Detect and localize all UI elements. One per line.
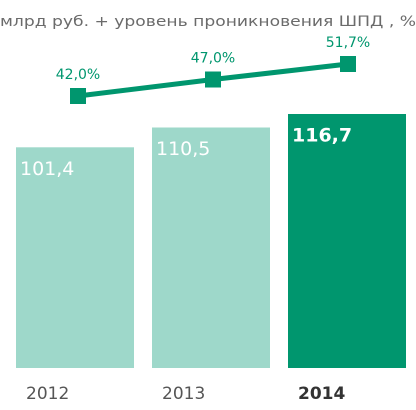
line-marker: [205, 71, 221, 88]
bar-value-label: 116,7: [292, 125, 352, 147]
line-value-label: 51,7%: [326, 35, 370, 51]
bar-value-label: 110,5: [156, 138, 210, 160]
x-tick-label: 2013: [162, 384, 205, 404]
line-marker: [340, 56, 356, 72]
bar-value-label: 101,4: [20, 158, 74, 180]
x-tick-label: 2014: [298, 384, 345, 404]
bar: [152, 127, 270, 368]
bar: [288, 114, 406, 368]
line-marker: [70, 88, 86, 104]
line-value-label: 47,0%: [191, 51, 235, 67]
line-value-label: 42,0%: [56, 67, 100, 83]
chart-title: млрд руб. + уровень проникновения ШПД , …: [0, 14, 416, 30]
bar: [16, 147, 134, 368]
x-tick-label: 2012: [26, 384, 69, 404]
